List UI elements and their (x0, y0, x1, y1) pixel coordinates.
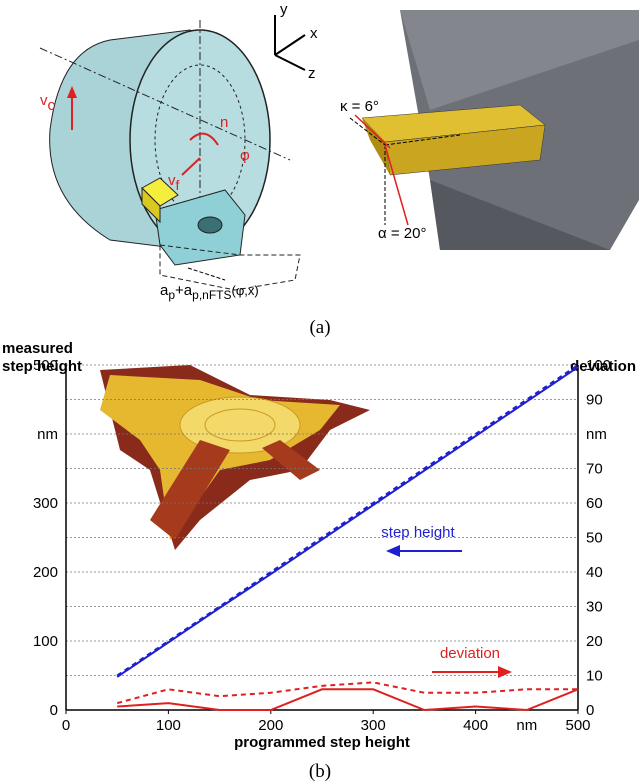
velocity-label: vc (40, 92, 56, 114)
caption: (b) (309, 761, 331, 782)
x-tick-label: 200 (258, 717, 283, 734)
y2-tick-label: 20 (586, 633, 603, 650)
axis-label: z (308, 65, 316, 82)
figure: y x z vc n φ vf ap+ap,nFTS(φ,x) κ = 6° α… (0, 0, 639, 782)
y-tick-label: 0 (50, 702, 58, 719)
y2-tick-label: 70 (586, 461, 603, 478)
arrow-head (386, 545, 400, 557)
depth-label: ap+ap,nFTS(φ,x) (160, 282, 259, 302)
y-tick-label: 100 (33, 633, 58, 650)
y-label: step height (2, 358, 82, 375)
data-line (117, 682, 578, 703)
y2-tick-label: 60 (586, 495, 603, 512)
y-label: measured (2, 340, 73, 357)
arrow-head (498, 666, 512, 678)
vf-sub: f (176, 177, 180, 193)
y2-tick-label: 10 (586, 668, 603, 685)
t: p,nFTS (192, 288, 231, 302)
vc-sub: c (48, 97, 56, 114)
x-tick-label: 0 (62, 717, 70, 734)
page: y x z vc n φ vf ap+ap,nFTS(φ,x) κ = 6° α… (0, 0, 639, 782)
t: (φ,x) (232, 283, 259, 298)
y2-label: deviation (570, 358, 636, 375)
x-tick-label: 400 (463, 717, 488, 734)
y2-tick-label: 90 (586, 392, 603, 409)
y2-tick-label: 30 (586, 599, 603, 616)
series-label: deviation (440, 645, 500, 662)
y-tick-label: nm (37, 426, 58, 443)
series-label: step height (381, 524, 455, 541)
kappa-label: κ = 6° (340, 98, 379, 115)
t: +a (175, 282, 193, 299)
x-label: programmed step height (234, 734, 410, 751)
x-tick-label: nm (516, 717, 537, 734)
data-line (117, 689, 578, 710)
x-tick-label: 100 (156, 717, 181, 734)
illustration-a: y x z vc n φ vf ap+ap,nFTS(φ,x) (40, 1, 318, 302)
y2-tick-label: 50 (586, 530, 603, 547)
illustration-a-right: κ = 6° α = 20° (340, 10, 639, 250)
x-tick-label: 500 (565, 717, 590, 734)
inset-surface (100, 365, 370, 550)
alpha-label: α = 20° (378, 225, 426, 242)
x-tick-label: 300 (361, 717, 386, 734)
y-tick-label: 200 (33, 564, 58, 581)
n-label: n (220, 114, 228, 131)
y2-tick-label: 40 (586, 564, 603, 581)
axis-label: y (280, 1, 288, 18)
y2-tick-label: nm (586, 426, 607, 443)
phi-label: φ (240, 147, 250, 164)
axis-label: x (310, 25, 318, 42)
caption: (a) (309, 317, 330, 338)
y-tick-label: 300 (33, 495, 58, 512)
